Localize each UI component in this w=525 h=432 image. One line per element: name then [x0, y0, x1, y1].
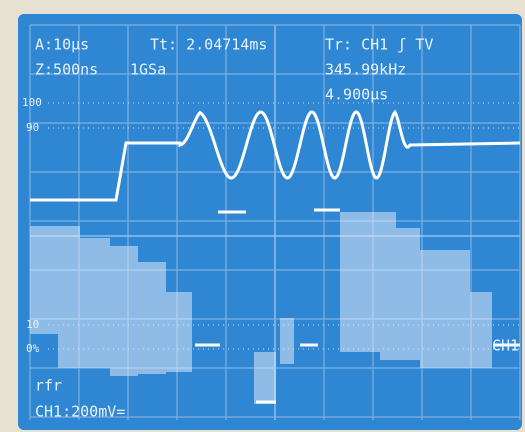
readout-trigger-time: Tt: 2.04714ms [150, 36, 267, 54]
level-label: 10 [26, 318, 39, 331]
level-label: 90 [26, 121, 39, 134]
readout-trigger-source: Tr: CH1 ʃ TV [325, 36, 433, 54]
readout-timebase: A:10μs [35, 36, 89, 54]
oscilloscope-photo: A:10μs Tt: 2.04714ms Tr: CH1 ʃ TV Z:500n… [0, 0, 525, 432]
readout-frequency: 345.99kHz [325, 61, 406, 79]
math-label: rfr [35, 377, 62, 395]
readout-period: 4.900μs [325, 86, 388, 104]
readout-sample-rate: 1GSa [130, 61, 166, 79]
level-label: 0% [26, 342, 40, 355]
channel-marker: CH1 [492, 337, 519, 355]
channel-scale: CH1:200mV= [35, 403, 125, 421]
readout-zoom: Z:500ns [35, 61, 98, 79]
level-label: 100 [22, 96, 42, 109]
